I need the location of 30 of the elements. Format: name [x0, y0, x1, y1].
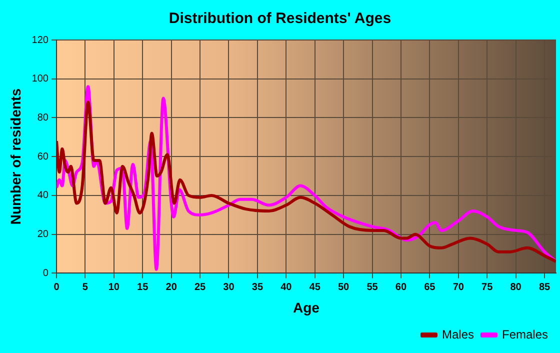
y-tick-label: 100	[32, 74, 49, 85]
y-axis-title: Number of residents	[7, 88, 24, 225]
x-tick-label: 30	[223, 282, 235, 293]
legend-label: Females	[502, 327, 548, 342]
x-tick-label: 20	[166, 282, 178, 293]
y-tick-label: 60	[37, 151, 49, 162]
x-tick-label: 10	[108, 282, 120, 293]
x-axis-title: Age	[293, 299, 320, 316]
x-tick-label: 60	[395, 282, 407, 293]
chart-title: Distribution of Residents' Ages	[168, 10, 392, 28]
x-tick-label: 85	[538, 282, 551, 293]
y-tick-label: 40	[37, 190, 49, 202]
y-tick-label: 80	[37, 112, 49, 124]
x-tick-label: 50	[338, 282, 350, 293]
x-tick-label: 45	[309, 282, 321, 293]
x-tick-label: 0	[54, 282, 60, 293]
x-tick-label: 55	[366, 282, 378, 293]
x-tick-label: 70	[452, 282, 464, 293]
x-tick-label: 25	[194, 282, 206, 293]
x-tick-label: 35	[252, 282, 264, 293]
x-tick-label: 65	[424, 282, 436, 293]
legend-label: Males	[442, 327, 474, 342]
y-tick-label: 20	[37, 229, 49, 240]
x-tick-label: 40	[280, 282, 292, 293]
y-tick-label: 120	[32, 34, 49, 46]
y-tick-label: 0	[42, 268, 49, 279]
x-tick-label: 5	[82, 282, 88, 293]
x-tick-label: 15	[137, 282, 149, 293]
x-tick-label: 75	[482, 282, 494, 293]
x-tick-label: 80	[510, 282, 522, 293]
